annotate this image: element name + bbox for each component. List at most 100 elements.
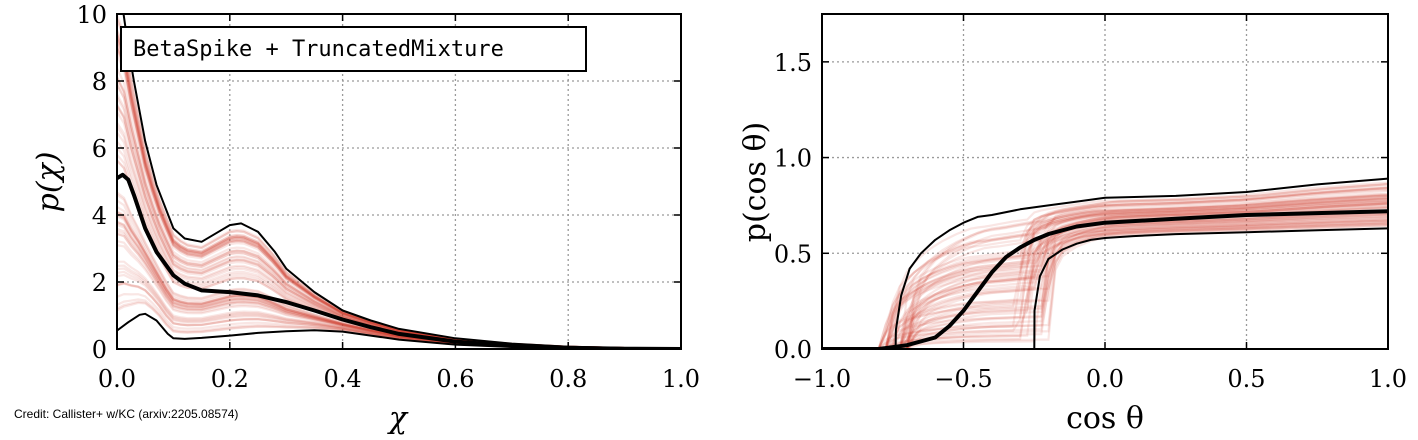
costheta-x-axis-label: cos θ — [1066, 401, 1144, 436]
costheta-posterior-draw — [822, 205, 1388, 349]
chi-y-tick-label: 2 — [92, 269, 107, 297]
costheta-grid — [822, 14, 1388, 349]
costheta-posterior-draw — [822, 219, 1388, 349]
costheta-posterior-draw — [822, 201, 1388, 349]
credit-note: Credit: Callister+ w/KC (arxiv:2205.0857… — [14, 407, 239, 421]
chi-upper-90-line — [122, 14, 681, 349]
costheta-posterior-draw — [822, 212, 1388, 349]
costheta-posterior-draw — [822, 199, 1388, 349]
chi-ticks: 0.0 0.2 0.4 0.6 0.8 1.0 0 2 4 6 8 10 — [76, 1, 700, 393]
costheta-posterior-draw — [822, 187, 1388, 349]
costheta-posterior-draw — [822, 212, 1388, 349]
costheta-y-tick-label: 1.0 — [774, 145, 812, 173]
chi-x-tick-label: 0.2 — [211, 365, 249, 393]
costheta-posterior-draw — [822, 202, 1388, 349]
costheta-posterior-draw — [822, 198, 1388, 349]
costheta-posterior-draw — [822, 219, 1388, 349]
chi-y-tick-label: 4 — [92, 202, 107, 230]
legend-box — [120, 26, 587, 72]
chi-y-tick-label: 10 — [76, 1, 107, 29]
chi-x-tick-label: 0.6 — [436, 365, 474, 393]
costheta-panel: −1.0 −0.5 0.0 0.5 1.0 0.0 0.5 1.0 1.5 cos θ p(co… — [738, 13, 1407, 436]
costheta-posterior-draw — [822, 197, 1388, 349]
chi-x-tick-label: 0.0 — [98, 365, 136, 393]
chi-x-tick-label: 0.4 — [324, 365, 362, 393]
chi-lower-90-line — [117, 312, 681, 349]
chi-x-tick-label: 0.8 — [549, 365, 587, 393]
costheta-posterior-draw — [822, 210, 1388, 349]
chi-median-line — [117, 172, 681, 349]
costheta-posterior-draw — [822, 186, 1388, 349]
costheta-posterior-draw — [822, 198, 1388, 349]
costheta-posterior-draw — [822, 185, 1388, 349]
costheta-posterior-draw — [822, 202, 1388, 349]
costheta-posterior-draw — [822, 183, 1388, 349]
costheta-posterior-draw — [822, 218, 1388, 349]
costheta-lines — [822, 177, 1388, 349]
chi-panel: 0.0 0.2 0.4 0.6 0.8 1.0 0 2 4 6 8 10 BetaSpike + Tr… — [31, 1, 700, 436]
costheta-posterior-draw — [822, 196, 1388, 349]
costheta-posterior-draw — [822, 200, 1388, 349]
costheta-posterior-draw — [822, 189, 1388, 349]
costheta-posterior-draw — [822, 201, 1388, 349]
costheta-posterior-draw — [822, 195, 1388, 349]
costheta-posterior-draw — [822, 217, 1388, 349]
costheta-posterior-draw — [822, 219, 1388, 349]
costheta-posterior-draw — [822, 220, 1388, 349]
costheta-posterior-draw — [822, 193, 1388, 349]
costheta-posterior-draw — [822, 203, 1388, 349]
chi-x-tick-label: 1.0 — [662, 365, 700, 393]
chi-y-tick-label: 0 — [92, 336, 107, 364]
chi-legend: BetaSpike + TruncatedMixture — [120, 26, 587, 72]
costheta-x-tick-label: 0.5 — [1227, 365, 1265, 393]
costheta-posterior-draw — [822, 220, 1388, 349]
costheta-y-axis-label: p(cos θ) — [738, 122, 773, 242]
costheta-posterior-draw — [822, 222, 1388, 349]
costheta-upper-90-line — [822, 177, 1388, 349]
costheta-posterior-draw — [822, 222, 1388, 349]
costheta-x-tick-label: −0.5 — [934, 365, 992, 393]
chi-posterior-draw — [117, 125, 681, 349]
costheta-posterior-draw — [822, 183, 1388, 349]
costheta-posterior-draw — [822, 198, 1388, 349]
costheta-posterior-draw — [822, 200, 1388, 349]
costheta-posterior-draw — [822, 186, 1388, 349]
costheta-ticks: −1.0 −0.5 0.0 0.5 1.0 0.0 0.5 1.0 1.5 — [774, 14, 1407, 393]
chi-lines — [117, 14, 681, 349]
costheta-posterior-draw — [822, 211, 1388, 349]
costheta-lower-90-line — [822, 227, 1388, 349]
costheta-posterior-draw — [822, 214, 1388, 349]
costheta-posterior-draw — [822, 194, 1388, 349]
costheta-posterior-draw — [822, 182, 1388, 349]
costheta-posterior-draw — [822, 213, 1388, 349]
costheta-posterior-draw — [822, 194, 1388, 349]
costheta-median-line — [822, 209, 1388, 349]
costheta-posterior-draw — [822, 211, 1388, 349]
costheta-posterior-draw — [822, 202, 1388, 349]
costheta-x-tick-label: 1.0 — [1369, 365, 1407, 393]
costheta-posterior-draw — [822, 189, 1388, 349]
costheta-posterior-draw — [822, 216, 1388, 349]
costheta-posterior-draw — [822, 194, 1388, 349]
chi-posterior-draw — [117, 122, 681, 349]
costheta-posterior-draw — [822, 213, 1388, 349]
costheta-posterior-draw — [822, 195, 1388, 349]
costheta-posterior-draw — [822, 204, 1388, 349]
costheta-posterior-draw — [822, 202, 1388, 349]
costheta-posterior-draw — [822, 216, 1388, 349]
costheta-posterior-draw — [822, 196, 1388, 349]
costheta-y-tick-label: 0.0 — [774, 336, 812, 364]
chi-y-tick-label: 6 — [92, 135, 107, 163]
chi-plot-frame — [116, 13, 682, 350]
costheta-y-tick-label: 0.5 — [774, 240, 812, 268]
legend-label: BetaSpike + TruncatedMixture — [133, 37, 504, 62]
chi-y-tick-label: 8 — [92, 68, 107, 96]
chi-x-axis-label: χ — [387, 401, 409, 436]
costheta-posterior-draw — [822, 213, 1388, 349]
costheta-posterior-draw — [822, 187, 1388, 349]
costheta-posterior-draw — [822, 216, 1388, 349]
costheta-posterior-draw — [822, 192, 1388, 349]
chi-y-axis-label: p(χ) — [31, 152, 66, 213]
costheta-x-tick-label: 0.0 — [1086, 365, 1124, 393]
